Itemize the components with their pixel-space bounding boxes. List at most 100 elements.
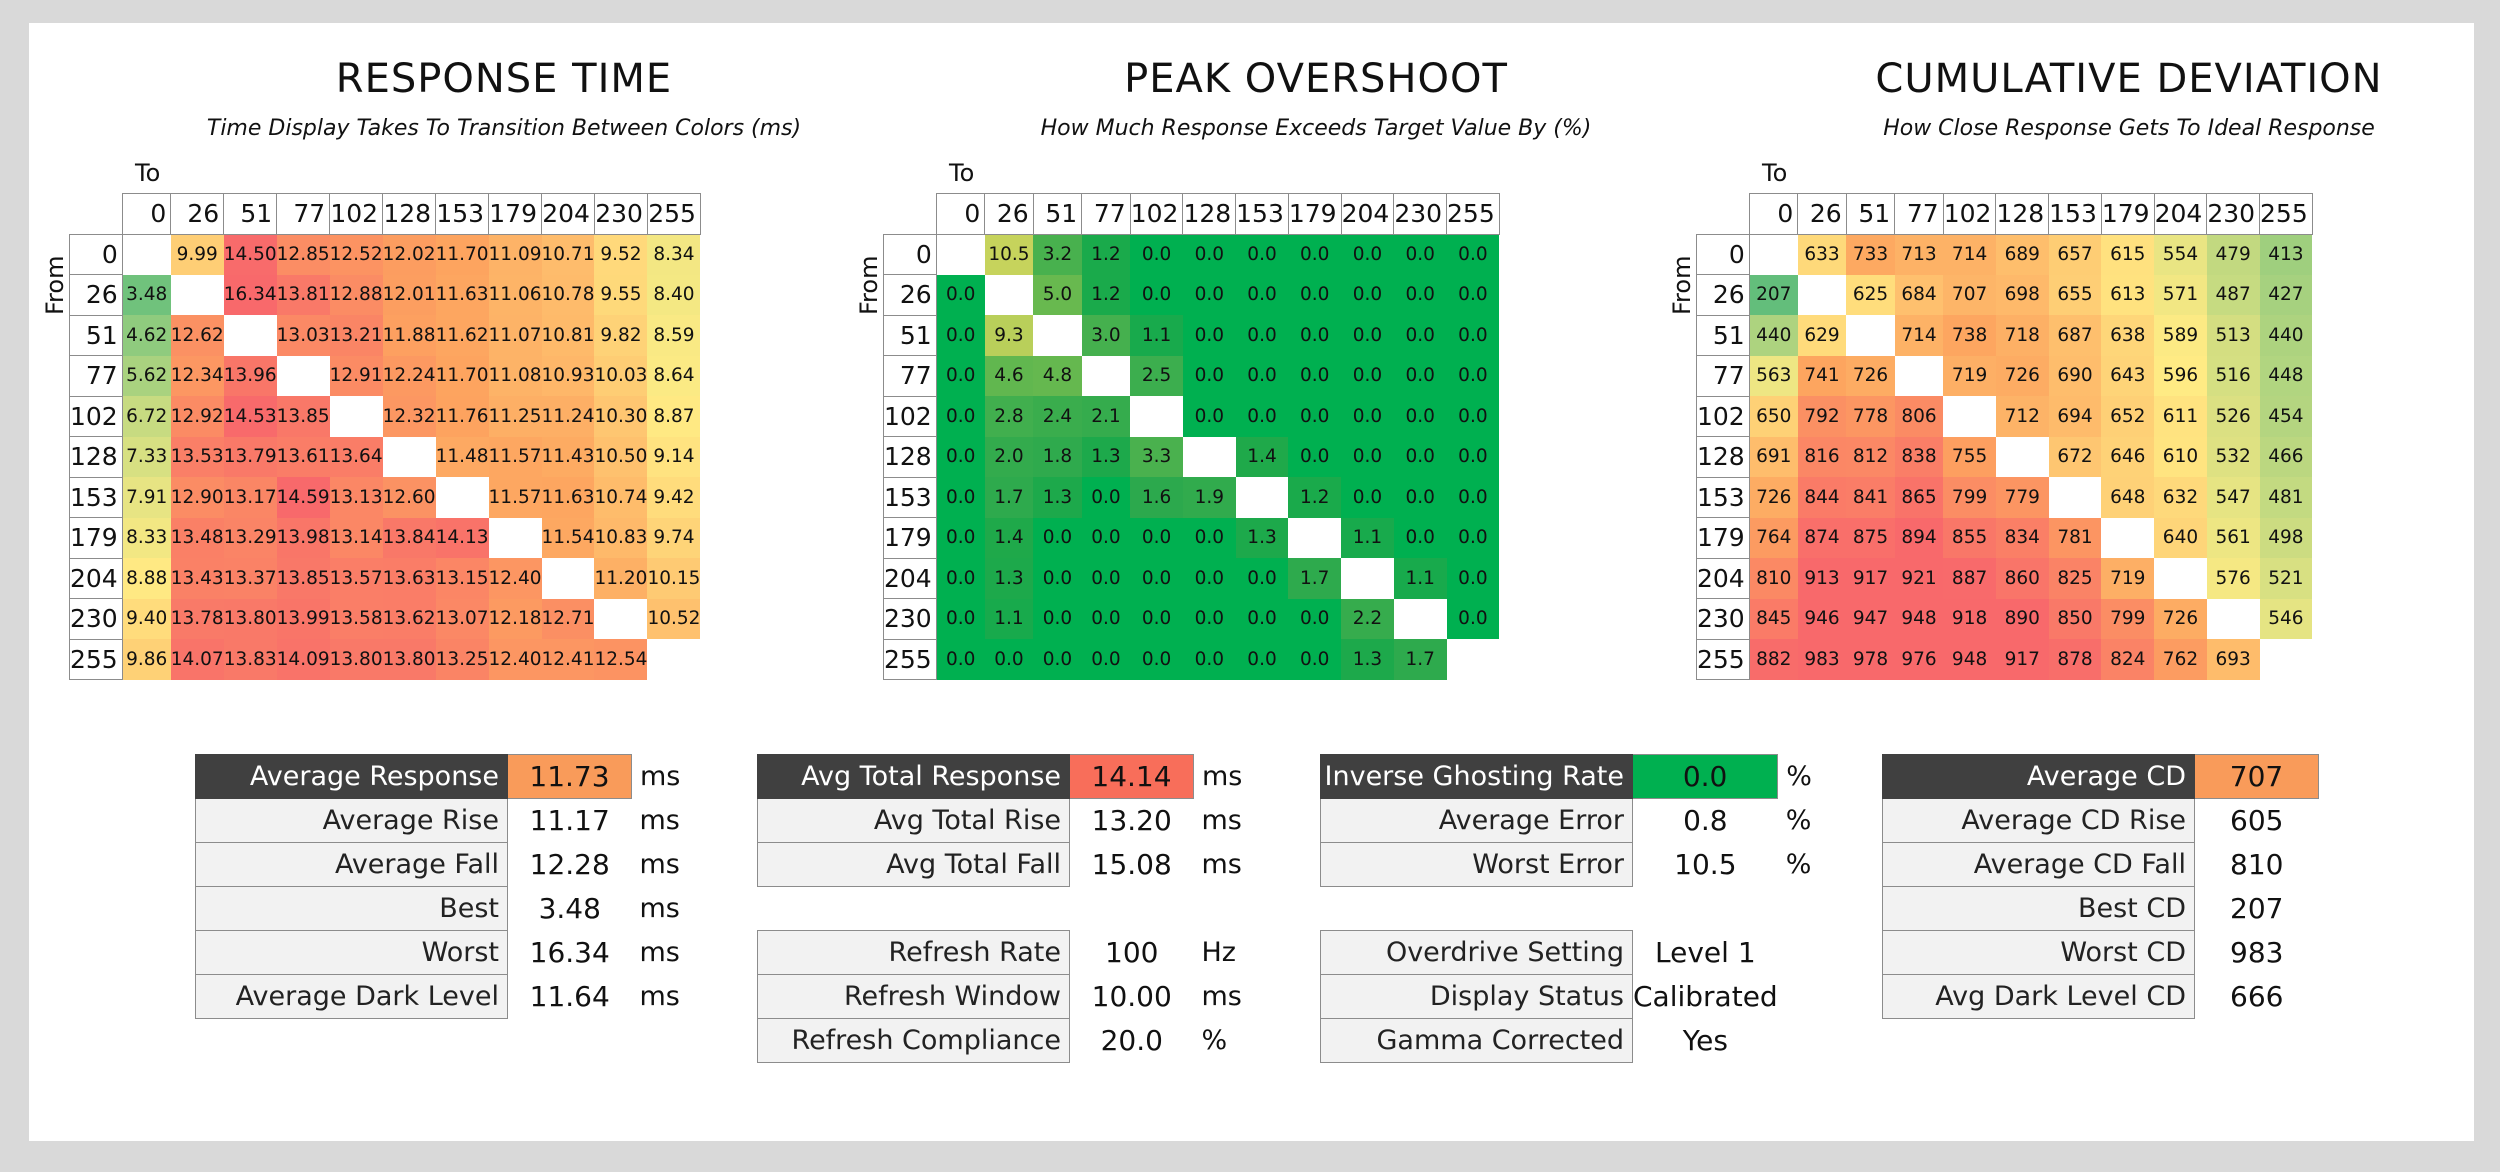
heatmap-cell: 0.0 [1288, 355, 1342, 396]
heatmap-cell: 878 [2048, 639, 2102, 680]
heatmap-cell: 10.50 [594, 436, 648, 477]
heatmap-cell: 13.25 [435, 639, 489, 680]
heatmap-cell: 0.0 [1288, 315, 1342, 356]
heatmap-cell: 13.98 [276, 517, 330, 558]
heatmap-cell: 9.74 [647, 517, 701, 558]
axis-to-label: To [1762, 159, 1788, 187]
heatmap-cell: 554 [2154, 234, 2207, 275]
heatmap-diagonal-cell [1235, 477, 1289, 518]
axis-from-label: From [855, 255, 883, 315]
heatmap-diagonal-cell [2048, 477, 2102, 518]
heatmap-cell: 948 [1894, 598, 1944, 639]
heatmap-corner [1697, 194, 1750, 235]
column-header: 128 [1182, 193, 1237, 235]
stat-value: Calibrated [1633, 980, 1778, 1013]
column-header: 255 [1446, 193, 1500, 235]
heatmap-cell: 427 [2259, 274, 2313, 315]
heatmap-cell: 841 [1846, 477, 1895, 518]
stat-value: 0.8 [1683, 804, 1728, 838]
heatmap-cell: 0.0 [1130, 274, 1183, 315]
stat-label: Refresh Rate [757, 930, 1070, 975]
heatmap-cell: 0.0 [1130, 234, 1183, 275]
heatmap-cell: 633 [1797, 234, 1847, 275]
heatmap-cell: 10.83 [594, 517, 648, 558]
heatmap-cell: 0.0 [1341, 477, 1394, 518]
stat-unit: ms [1201, 981, 1242, 1012]
heatmap-cell: 0.0 [1393, 477, 1447, 518]
heatmap-cell: 0.0 [1446, 436, 1500, 477]
stat-label: Refresh Window [757, 974, 1070, 1019]
stat-row: Avg Total Rise 13.20 ms [757, 798, 1250, 843]
heatmap-cell: 799 [1943, 477, 1996, 518]
heatmap-cell: 498 [2259, 517, 2313, 558]
heatmap-cell: 860 [1995, 558, 2049, 599]
heatmap-cell: 13.13 [329, 477, 383, 518]
heatmap-cell: 12.91 [329, 355, 383, 396]
heatmap-cell: 844 [1797, 477, 1847, 518]
heatmap-cell: 11.76 [435, 396, 489, 437]
axis-from-label: From [1668, 255, 1696, 315]
heatmap-cell: 625 [1846, 274, 1895, 315]
column-header: 26 [1797, 193, 1847, 235]
heatmap-cell: 7.33 [122, 436, 171, 477]
row-header: 51 [69, 314, 123, 356]
stat-row: Display Status Calibrated [1320, 974, 1834, 1019]
total-response-stats: Avg Total Response 14.14 ms Avg Total Rise 1… [757, 754, 1250, 1063]
heatmap-cell: 825 [2048, 558, 2102, 599]
heatmap-cell: 0.0 [1081, 598, 1131, 639]
heatmap-cell: 10.5 [984, 234, 1034, 275]
heatmap-cell: 632 [2154, 477, 2207, 518]
heatmap-cell: 13.61 [276, 436, 330, 477]
heatmap-cell: 615 [2101, 234, 2155, 275]
heatmap-cell: 11.07 [488, 315, 542, 356]
heatmap-cell: 643 [2101, 355, 2155, 396]
heatmap-cell: 0.0 [1130, 639, 1183, 680]
heatmap-cell: 0.0 [1288, 396, 1342, 437]
heatmap-cell: 764 [1749, 517, 1798, 558]
heatmap-cell: 638 [2101, 315, 2155, 356]
heatmap-cell: 12.40 [488, 639, 542, 680]
heatmap-cell: 781 [2048, 517, 2102, 558]
heatmap-cell: 12.52 [329, 234, 383, 275]
heatmap-cell: 11.54 [541, 517, 595, 558]
stat-unit [2319, 975, 2375, 1019]
heatmap-cell: 11.63 [541, 477, 595, 518]
heatmap-cell: 596 [2154, 355, 2207, 396]
heatmap-cell: 9.55 [594, 274, 648, 315]
axis-to-label: To [135, 159, 161, 187]
heatmap-cell: 2.1 [1081, 396, 1131, 437]
column-header: 102 [329, 193, 384, 235]
heatmap-cell: 440 [1749, 315, 1798, 356]
heatmap-cell: 12.34 [170, 355, 224, 396]
column-header: 153 [1235, 193, 1289, 235]
heatmap-cell: 0.0 [1341, 436, 1394, 477]
heatmap-cell: 684 [1894, 274, 1944, 315]
heatmap-cell: 978 [1846, 639, 1895, 680]
heatmap-cell: 11.57 [488, 477, 542, 518]
heatmap-cell: 2.8 [984, 396, 1034, 437]
axis-to-label: To [949, 159, 975, 187]
stat-value: 11.64 [529, 980, 610, 1013]
heatmap-cell: 613 [2101, 274, 2155, 315]
heatmap-cell: 13.58 [329, 598, 383, 639]
row-header: 77 [1696, 355, 1750, 397]
heatmap-diagonal-cell [1995, 436, 2049, 477]
heatmap-cell: 13.96 [223, 355, 277, 396]
heatmap-cell: 13.53 [170, 436, 224, 477]
stat-value: 13.20 [1091, 804, 1172, 838]
heatmap-cell: 12.60 [382, 477, 436, 518]
heatmap-cell: 0.0 [1033, 598, 1082, 639]
heatmap-cell: 7.91 [122, 477, 171, 518]
heatmap-cell: 14.59 [276, 477, 330, 518]
heatmap-cell: 12.24 [382, 355, 436, 396]
heatmap-cell: 0.0 [1446, 234, 1500, 275]
heatmap-cell: 689 [1995, 234, 2049, 275]
heatmap-cell: 726 [1995, 355, 2049, 396]
heatmap-cell: 11.70 [435, 355, 489, 396]
heatmap-cell: 0.0 [1446, 274, 1500, 315]
column-header: 128 [382, 193, 437, 235]
heatmap-cell: 672 [2048, 436, 2102, 477]
stat-unit [2319, 887, 2375, 931]
heatmap-cell: 1.8 [1033, 436, 1082, 477]
heatmap-diagonal-cell [2101, 517, 2155, 558]
